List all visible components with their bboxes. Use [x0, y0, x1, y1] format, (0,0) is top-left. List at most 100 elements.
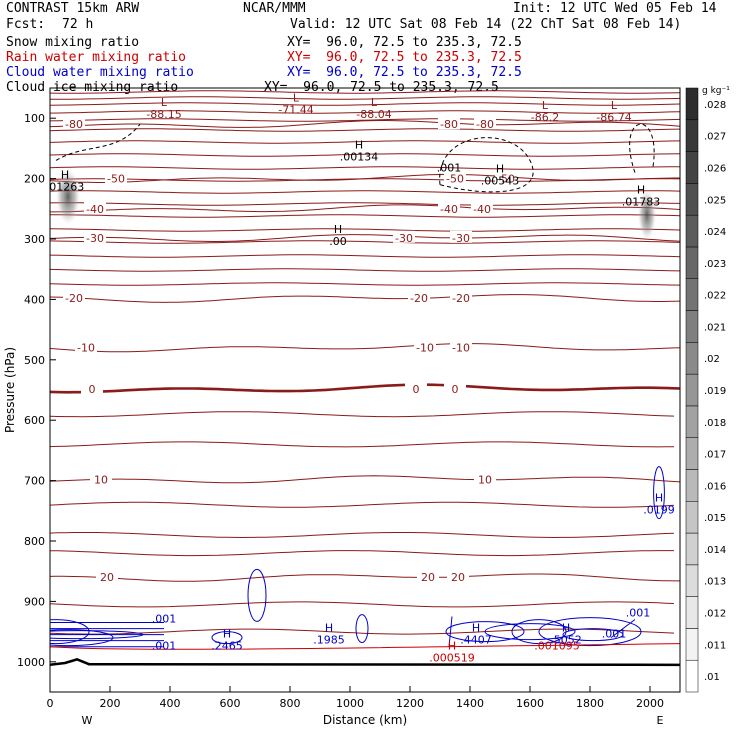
colorbar-cell — [685, 628, 699, 661]
isotherm-upper-line — [50, 110, 680, 114]
isotherm-upper-line — [50, 96, 680, 100]
isotherm-label-bg — [63, 291, 85, 304]
isotherm-upper-line — [50, 90, 680, 94]
colorbar-cell — [685, 310, 699, 343]
isotherm-label: 0 — [89, 383, 96, 396]
terrain-line — [50, 658, 680, 667]
isotherm-line — [50, 383, 680, 394]
init-time: Init: 12 UTC Wed 05 Feb 14 — [513, 1, 717, 16]
colorbar-cell — [685, 532, 699, 566]
isotherm-label: 20 — [421, 571, 435, 584]
isotherm-label: -10 — [416, 342, 434, 355]
extremum-value: .00543 — [481, 175, 520, 188]
colorbar-tick-label: .01 — [704, 672, 720, 683]
x-tick-label: 800 — [280, 697, 301, 710]
isotherm-label: -50 — [446, 173, 464, 186]
y-axis-title: Pressure (hPa) — [3, 347, 17, 433]
x-tick-label: 0 — [47, 697, 54, 710]
colorbar-tick-label: .025 — [704, 195, 726, 206]
y-tick-label: 300 — [24, 233, 45, 246]
extremum-value: .000519 — [429, 652, 475, 665]
y-tick-label: 600 — [24, 414, 45, 427]
isotherm-label: -40 — [86, 203, 104, 216]
isotherm-line — [50, 234, 680, 242]
legend-rain-name: Rain water mixing ratio — [6, 50, 187, 65]
isotherm-upper-line — [50, 190, 680, 194]
forecast-hours: 72 h — [62, 17, 94, 32]
isotherm-upper-line — [50, 118, 680, 122]
colorbar-cell — [685, 246, 699, 279]
colorbar-cell — [685, 373, 699, 407]
cloud-ice-shading-west — [56, 168, 80, 225]
snow-contour — [439, 137, 534, 193]
y-tick-label: 100 — [24, 112, 45, 125]
isotherm-label: -10 — [452, 342, 470, 355]
colorbar-tick-label: .011 — [704, 640, 726, 651]
cloud-ice-shading-east — [638, 189, 656, 240]
y-tick-label: 500 — [24, 354, 45, 367]
isotherm-label: -50 — [497, 173, 515, 186]
colorbar-tick-label: .022 — [704, 291, 726, 302]
x-tick-label: 1000 — [336, 697, 364, 710]
isotherm-label-bg — [474, 117, 496, 130]
isotherm-label-bg — [393, 230, 415, 243]
isotherm-label-bg — [405, 381, 427, 394]
isotherm-label-bg — [447, 570, 469, 583]
x-tick-label: 1200 — [396, 697, 424, 710]
colorbar-tick-label: .013 — [704, 577, 726, 588]
cloud-water-contour — [355, 614, 369, 644]
x-tick-label: 200 — [100, 697, 121, 710]
legend-cloud-water-name: Cloud water mixing ratio — [6, 65, 194, 80]
extremum-value: .00134 — [340, 150, 379, 163]
x-end-label-east: E — [657, 714, 664, 727]
cloud-water-contour — [653, 466, 665, 520]
isotherm-label-bg — [471, 201, 493, 214]
colorbar-cell — [685, 342, 699, 375]
colorbar-cell — [685, 437, 699, 470]
isotherm-upper-line — [50, 128, 680, 132]
isotherm-lower-line — [50, 501, 675, 508]
isotherm-label: -50 — [107, 173, 125, 186]
isotherm-line — [50, 204, 680, 213]
isotherm-label-bg — [75, 340, 97, 353]
extremum-letter: H — [334, 223, 342, 236]
cloud-water-contour — [211, 631, 243, 645]
extremum-value: -86.74 — [596, 111, 631, 124]
isotherm-label: -30 — [86, 232, 104, 245]
isotherm-label-bg — [63, 117, 85, 130]
colorbar-tick-label: .019 — [704, 386, 726, 397]
legend-cloud-water-xy: XY= 96.0, 72.5 to 235.3, 72.5 — [287, 65, 522, 80]
colorbar-cell — [685, 151, 699, 184]
isotherm-upper-line — [50, 254, 680, 258]
colorbar-cell — [685, 119, 699, 152]
colorbar-tick-label: .018 — [704, 418, 726, 429]
colorbar-tick-label: .024 — [704, 227, 726, 238]
isotherm-label: -80 — [476, 118, 494, 131]
isotherm-label: -40 — [473, 203, 491, 216]
contour-value-label: .001 — [437, 161, 462, 174]
isotherm-label: -40 — [440, 203, 458, 216]
cloud-water-contour — [562, 628, 624, 642]
colorbar-tick-label: .014 — [704, 545, 726, 556]
isotherm-line — [50, 573, 680, 582]
isotherm-lower-line — [50, 550, 674, 557]
extremum-letter: H — [223, 628, 231, 641]
x-tick-label: 2000 — [636, 697, 664, 710]
isotherm-upper-line — [50, 166, 680, 170]
x-tick-label: 1800 — [576, 697, 604, 710]
y-tick-label: 200 — [24, 173, 45, 186]
isotherm-label-bg — [417, 570, 439, 583]
isotherm-upper-line — [50, 268, 680, 272]
colorbar-unit: g kg⁻¹ — [702, 86, 730, 96]
extremum-value: .4407 — [460, 634, 492, 647]
colorbar-cell — [685, 87, 699, 121]
isotherm-upper-line — [50, 140, 680, 144]
extremum-value: -71.44 — [278, 103, 313, 116]
isotherm-upper-line — [50, 240, 680, 244]
isotherm-label-bg — [84, 230, 106, 243]
isotherm-label: 10 — [478, 473, 492, 486]
x-tick-label: 1600 — [516, 697, 544, 710]
x-tick-label: 400 — [160, 697, 181, 710]
colorbar-cell — [685, 659, 699, 693]
rain-water-contour — [50, 643, 680, 650]
